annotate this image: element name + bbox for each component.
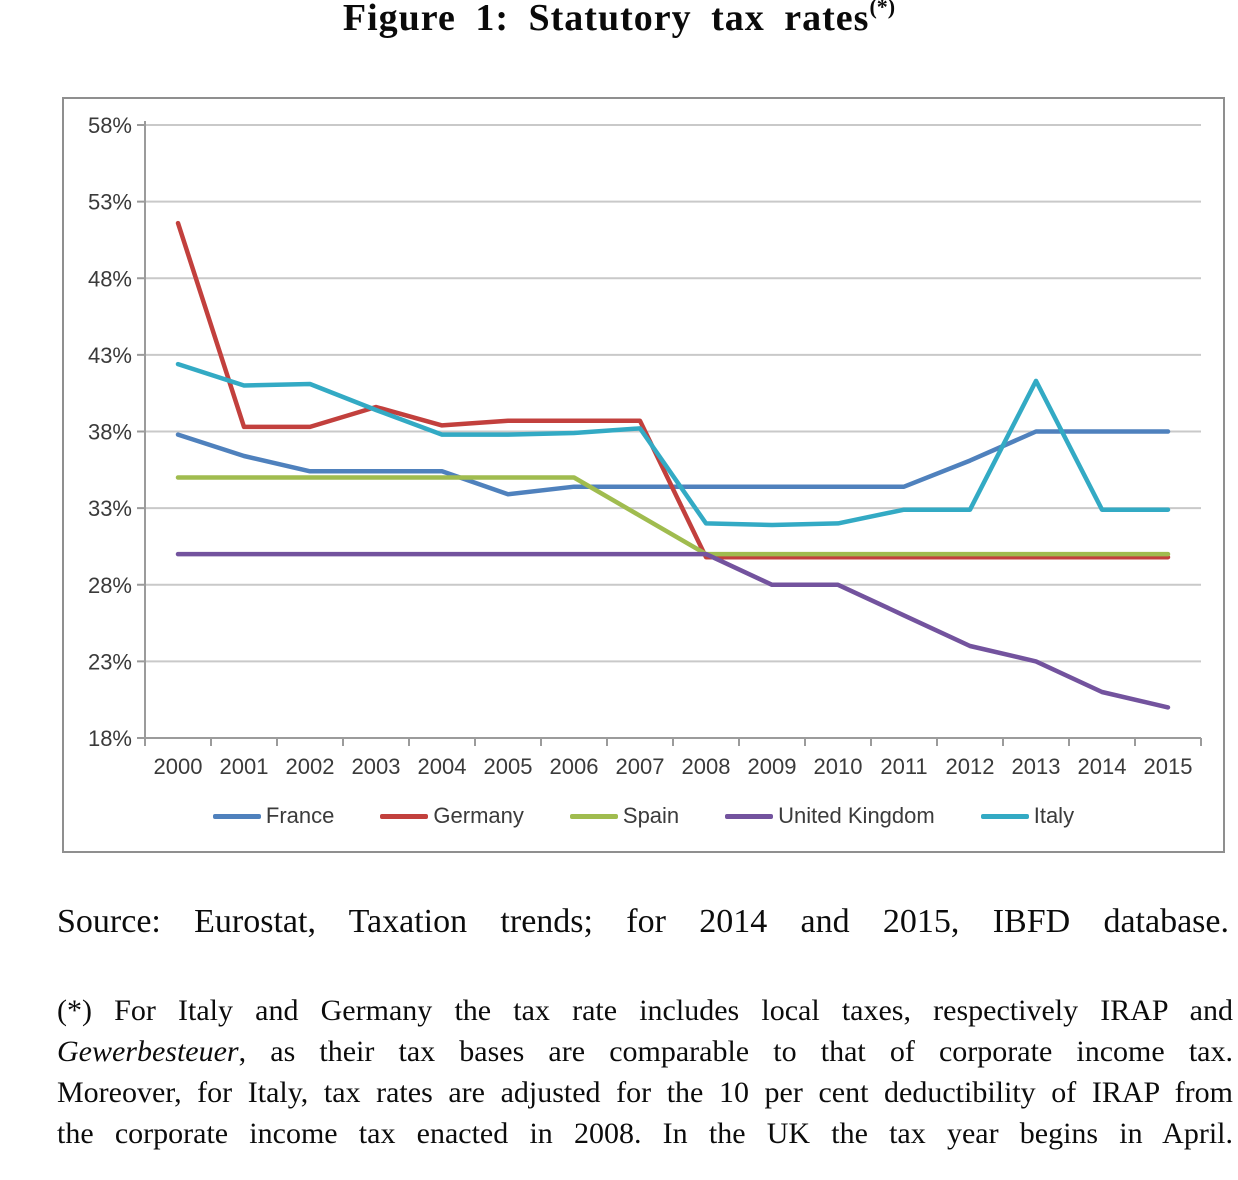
footnote-line-2: Gewerbesteuer, as their tax bases are co… [57,1031,1233,1072]
legend-line-swatch [380,813,429,819]
legend-line-swatch [569,813,618,819]
chart-legend: France Germany Spain United Kingdom Italy [64,803,1223,829]
x-tick-label: 2008 [682,754,731,779]
x-tick-label: 2009 [748,754,797,779]
legend-line-swatch [725,813,774,819]
x-tick-label: 2012 [946,754,995,779]
y-tick-label: 23% [88,649,132,674]
footnote: (*) For Italy and Germany the tax rate i… [57,990,1233,1154]
legend-item-italy: Italy [980,803,1075,829]
legend-item-germany: Germany [380,803,524,829]
x-tick-label: 2011 [880,754,927,779]
figure-title-text: Figure 1: Statutory tax rates [342,0,870,39]
x-tick-label: 2014 [1078,754,1127,779]
footnote-line-1: (*) For Italy and Germany the tax rate i… [57,994,1233,1027]
series-italy [175,361,1171,528]
gridlines [145,124,1201,663]
x-tick-label: 2007 [616,754,665,779]
legend-item-spain: Spain [569,803,680,829]
y-axis-labels: 58% 53% 48% 43% 38% 33% 28% 23% 18% [88,113,145,751]
legend-line-swatch [212,813,261,819]
x-tick-label: 2013 [1012,754,1061,779]
x-tick-label: 2001 [220,754,269,779]
chart-frame: 58% 53% 48% 43% 38% 33% 28% 23% 18% 2000 2001 2002 2… [62,97,1225,853]
y-tick-label: 33% [88,496,132,521]
x-tick-label: 2010 [814,754,863,779]
x-axis-labels: 2000 2001 2002 2003 2004 2005 2006 2007 2008 2009… [144,738,1202,779]
legend-label: Germany [433,803,524,828]
x-tick-label: 2015 [1144,754,1193,779]
legend-label: United Kingdom [778,803,935,828]
legend-label: Spain [622,803,680,828]
legend-line-swatch [980,813,1029,819]
figure-title: Figure 1: Statutory tax rates(*) [0,0,1238,40]
legend-item-france: France [212,803,335,829]
x-tick-label: 2006 [550,754,599,779]
x-tick-label: 2005 [484,754,533,779]
y-tick-label: 48% [88,266,132,291]
footnote-italic-term: Gewerbesteuer [57,1035,239,1068]
series-germany [175,220,1171,560]
x-tick-label: 2002 [286,754,335,779]
source-line: Source: Eurostat, Taxation trends; for 2… [57,903,1229,940]
legend-label: France [265,803,335,828]
y-tick-label: 43% [88,343,132,368]
x-tick-label: 2003 [352,754,401,779]
y-tick-label: 58% [88,113,132,138]
series-united-kingdom [175,551,1171,710]
footnote-line-3: Moreover, for Italy, tax rates are adjus… [57,1076,1233,1109]
series-spain [175,475,1171,557]
y-tick-label: 53% [88,190,132,215]
plot-svg: 58%53%48%43%38%33%28%23%18%2000 2001 2002 2… [88,113,1202,779]
footnote-line-4: the corporate income tax enacted in 2008… [57,1117,1233,1150]
figure-title-superscript: (*) [869,0,896,19]
y-tick-label: 28% [88,573,132,598]
legend-label: Italy [1033,803,1075,828]
x-tick-label: 2004 [418,754,467,779]
footnote-line-2-rest: , as their tax bases are comparable to t… [238,1035,1233,1068]
y-tick-label: 18% [88,726,132,751]
legend-item-united-kingdom: United Kingdom [725,803,935,829]
y-tick-label: 38% [88,420,132,445]
x-tick-label: 2000 [154,754,203,779]
